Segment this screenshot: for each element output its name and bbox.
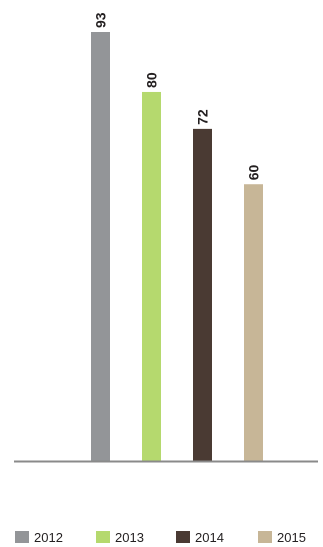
legend-label-2012: 2012 bbox=[34, 530, 63, 545]
bars-group bbox=[91, 32, 263, 461]
legend-label-2014: 2014 bbox=[195, 530, 224, 545]
legend-swatch-2012 bbox=[15, 531, 29, 543]
legend-label-2015: 2015 bbox=[277, 530, 306, 545]
bar-2014 bbox=[193, 128, 212, 461]
legend-swatch-2014 bbox=[176, 531, 190, 543]
bar-2013 bbox=[142, 91, 161, 461]
bar-2012 bbox=[91, 32, 110, 461]
legend: 2012 2013 2014 2015 bbox=[15, 530, 306, 545]
value-label-2013: 80 bbox=[144, 72, 160, 88]
value-label-2012: 93 bbox=[93, 12, 109, 28]
legend-swatch-2015 bbox=[258, 531, 272, 543]
value-labels-group: 93 80 72 60 bbox=[93, 12, 262, 180]
legend-label-2013: 2013 bbox=[115, 530, 144, 545]
bar-2015 bbox=[244, 184, 263, 461]
legend-swatch-2013 bbox=[96, 531, 110, 543]
value-label-2014: 72 bbox=[195, 109, 211, 125]
value-label-2015: 60 bbox=[246, 164, 262, 180]
